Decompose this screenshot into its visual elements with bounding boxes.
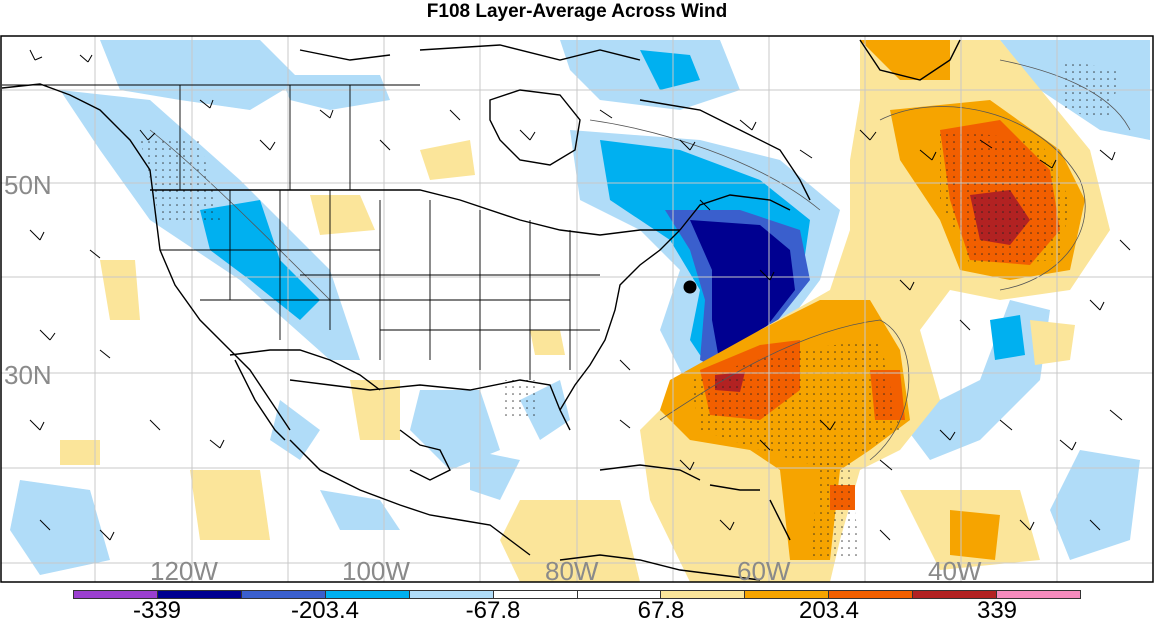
colorbar-segment bbox=[325, 591, 410, 598]
lat-label-30n: 30N bbox=[4, 360, 52, 390]
wind-barbs bbox=[29, 49, 1131, 541]
colorbar-segment bbox=[997, 591, 1081, 598]
colorbar-segment bbox=[661, 591, 746, 598]
colorbar-label: -339 bbox=[132, 597, 182, 624]
contour-lines bbox=[149, 59, 1131, 461]
colorbar-segment bbox=[745, 591, 830, 598]
colorbar-label: -203.4 bbox=[290, 597, 360, 624]
coastlines-and-borders bbox=[1, 39, 961, 581]
colorbar-segment bbox=[74, 591, 158, 598]
lon-label-60w: 60W bbox=[737, 556, 791, 586]
lon-label-120w: 120W bbox=[150, 556, 218, 586]
colorbar-label: 339 bbox=[976, 597, 1018, 624]
lat-label-50n: 50N bbox=[4, 170, 52, 200]
colorbar-label: 67.8 bbox=[637, 597, 685, 624]
colorbar-segment bbox=[913, 591, 998, 598]
map-frame bbox=[0, 35, 1154, 583]
colorbar-segment bbox=[241, 591, 326, 598]
colorbar-segment bbox=[829, 591, 914, 598]
lon-label-100w: 100W bbox=[342, 556, 410, 586]
colorbar bbox=[73, 590, 1081, 599]
plot-title: F108 Layer-Average Across Wind bbox=[426, 1, 728, 22]
colorbar-segment bbox=[157, 591, 242, 598]
colorbar-label: 203.4 bbox=[798, 597, 860, 624]
lat-lon-grid bbox=[1, 36, 1153, 582]
lon-label-80w: 80W bbox=[545, 556, 599, 586]
colorbar-label: -67.8 bbox=[465, 597, 521, 624]
lon-label-40w: 40W bbox=[928, 556, 982, 586]
colorbar-segment bbox=[577, 591, 662, 598]
location-marker bbox=[683, 280, 697, 294]
colorbar-segment bbox=[493, 591, 578, 598]
colorbar-segment bbox=[409, 591, 494, 598]
state-boundaries bbox=[2, 84, 600, 380]
